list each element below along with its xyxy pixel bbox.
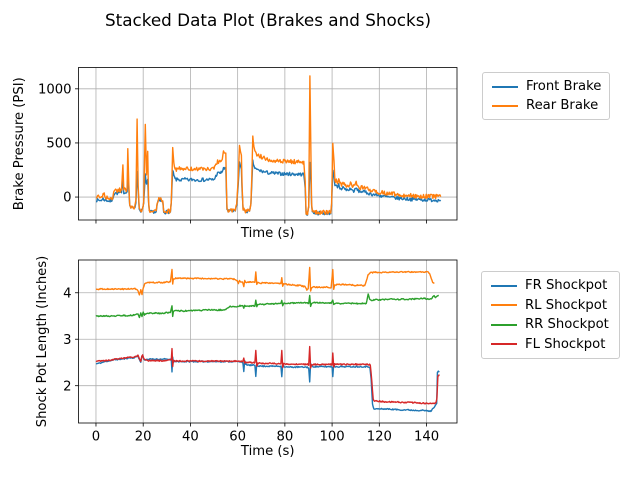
series-line-rear-brake <box>95 75 442 216</box>
legend-label: Front Brake <box>526 79 602 94</box>
legend-entry-fr-shockpot: FR Shockpot <box>491 278 610 293</box>
shocks-series-group <box>95 266 440 413</box>
legend-entry-rear-brake: Rear Brake <box>492 98 600 113</box>
shocks-plot: 0 20 40 60 80 100 120 140 2 3 4 Time (s) Shock Pot L… <box>35 256 458 459</box>
legend-line-swatch-rear-brake <box>492 104 518 107</box>
y-tick-label: 1000 <box>38 82 72 97</box>
series-line-fl-shockpot <box>95 345 440 405</box>
shocks-tick-marks <box>75 292 427 427</box>
shocks-xlabel: Time (s) <box>240 444 295 459</box>
x-tick-label: 20 <box>135 430 152 445</box>
x-tick-label: 0 <box>92 430 100 445</box>
legend-entry-front-brake: Front Brake <box>492 79 602 94</box>
legend-label: RL Shockpot <box>525 297 607 313</box>
legend-line-swatch-front-brake <box>492 85 518 88</box>
legend-line-swatch-fr-shockpot <box>491 284 517 287</box>
series-line-fr-shockpot <box>95 354 440 413</box>
legend-label: FL Shockpot <box>525 336 606 352</box>
x-tick-label: 80 <box>276 430 293 445</box>
legend-entry-rl-shockpot: RL Shockpot <box>491 298 610 313</box>
x-tick-label: 100 <box>320 430 345 445</box>
series-line-rr-shockpot <box>95 293 439 319</box>
shocks-axes-frame <box>78 259 458 424</box>
series-line-rl-shockpot <box>95 266 435 296</box>
legend-line-swatch-rl-shockpot <box>491 304 517 307</box>
legend-line-swatch-fl-shockpot <box>491 343 517 346</box>
brakes-tick-marks <box>75 88 427 224</box>
legend-label: RR Shockpot <box>525 317 609 333</box>
y-tick-label: 4 <box>63 286 71 301</box>
brakes-plot: 0 500 1000 Time (s) Brake Pressure (PSI) <box>12 67 458 241</box>
legend-line-swatch-rr-shockpot <box>491 323 517 326</box>
y-tick-label: 0 <box>63 191 71 206</box>
legend-entry-fl-shockpot: FL Shockpot <box>491 337 610 352</box>
y-tick-label: 3 <box>63 333 71 348</box>
brakes-xlabel: Time (s) <box>240 226 295 241</box>
legend-label: FR Shockpot <box>525 278 608 294</box>
legend-entry-rr-shockpot: RR Shockpot <box>491 317 610 332</box>
figure-title: Stacked Data Plot (Brakes and Shocks) <box>105 10 431 30</box>
brakes-axes-frame <box>78 67 458 221</box>
x-tick-label: 60 <box>229 430 246 445</box>
y-tick-label: 500 <box>46 137 71 152</box>
x-tick-label: 40 <box>182 430 199 445</box>
shocks-gridlines <box>78 260 457 423</box>
legend-label: Rear Brake <box>526 98 599 113</box>
x-tick-label: 140 <box>414 430 439 445</box>
legend-shocks: FR Shockpot RL Shockpot RR Shockpot FL Shoc… <box>481 271 620 359</box>
x-tick-label: 120 <box>367 430 392 445</box>
series-line-front-brake <box>96 159 442 216</box>
brakes-ylabel: Brake Pressure (PSI) <box>12 77 27 210</box>
brakes-series-group <box>95 75 442 216</box>
shocks-ylabel: Shock Pot Length (Inches) <box>35 256 50 428</box>
legend-brakes: Front Brake Rear Brake <box>482 72 610 120</box>
y-tick-label: 2 <box>63 379 71 394</box>
